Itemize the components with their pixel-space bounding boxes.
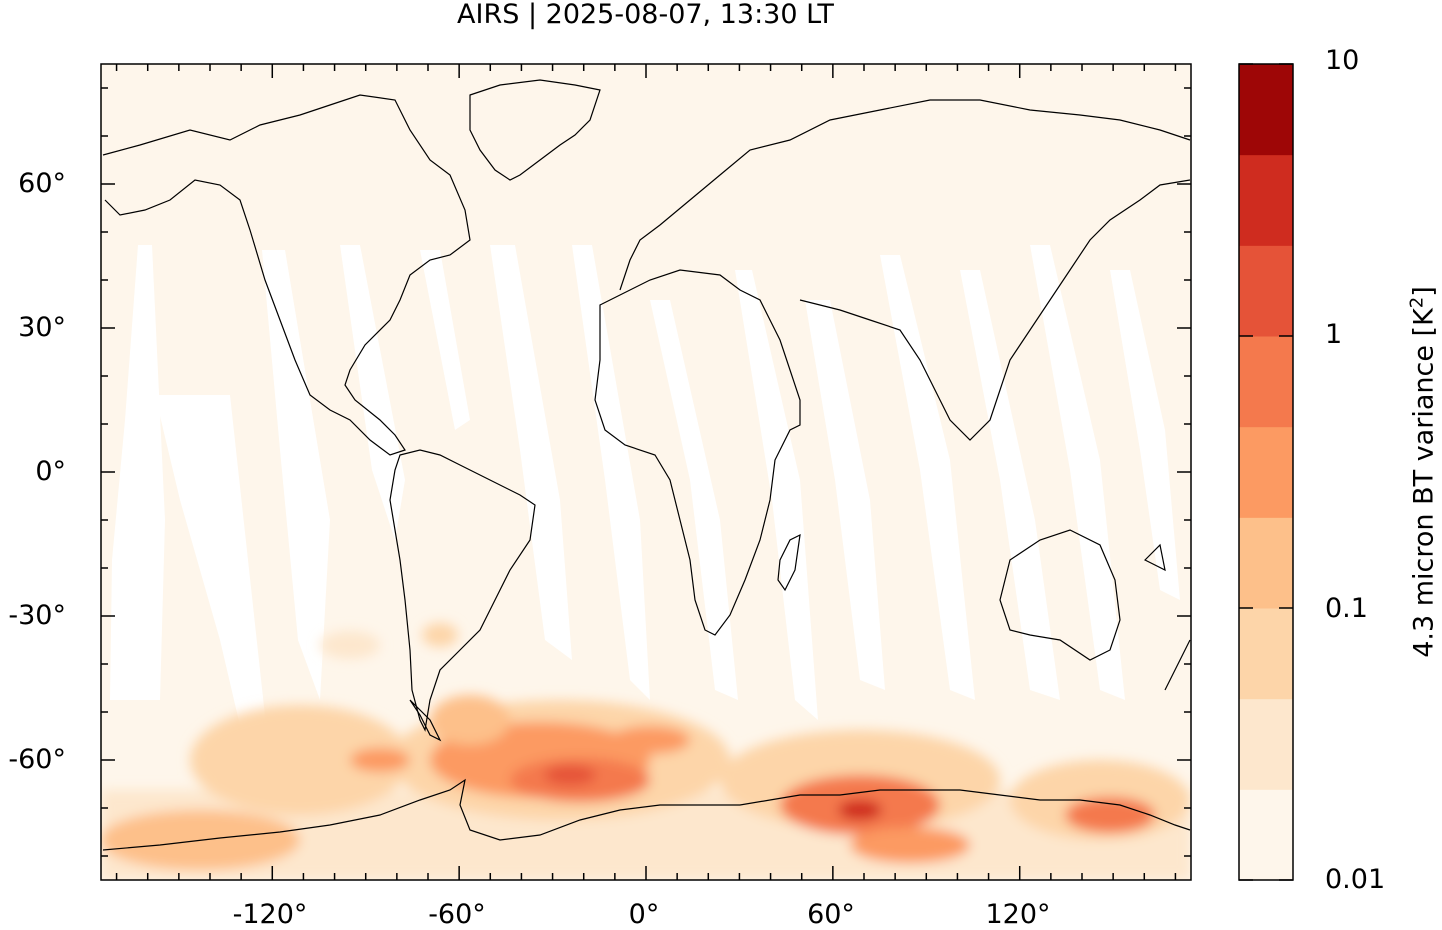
lon-tick-label: 60° [807, 899, 855, 930]
colorbar-frame [1238, 63, 1294, 881]
colorbar-segment [1239, 245, 1293, 337]
colorbar-segment [1239, 608, 1293, 700]
colorbar-segment [1239, 154, 1293, 246]
coastlines [102, 79, 1191, 851]
colorbar [1239, 63, 1293, 881]
lon-tick-label: -60° [428, 899, 486, 930]
colorbar-segment [1239, 517, 1293, 609]
lon-tick-label: 0° [628, 899, 660, 930]
lat-tick-label: 60° [18, 168, 66, 199]
lon-tick-label: 120° [985, 899, 1051, 930]
lat-tick-label: -30° [8, 600, 66, 631]
map-ticks [101, 64, 1191, 880]
colorbar-tick-label: 0.01 [1325, 864, 1386, 895]
swath-gaps [110, 245, 1180, 790]
lat-tick-label: 30° [18, 312, 66, 343]
lat-tick-label: 0° [35, 456, 66, 487]
lat-tick-label: -60° [8, 744, 66, 775]
colorbar-tick-label: 10 [1325, 45, 1360, 76]
colorbar-segment [1239, 64, 1293, 156]
colorbar-tick-label: 1 [1325, 319, 1343, 350]
variance-field [101, 623, 1191, 880]
colorbar-segment [1239, 426, 1293, 518]
colorbar-segment [1239, 698, 1293, 790]
colorbar-tick-label: 0.1 [1325, 593, 1368, 624]
lon-tick-label: -120° [232, 899, 308, 930]
colorbar-segment [1239, 789, 1293, 881]
colorbar-segment [1239, 336, 1293, 428]
map-title: AIRS | 2025-08-07, 13:30 LT [457, 0, 834, 30]
